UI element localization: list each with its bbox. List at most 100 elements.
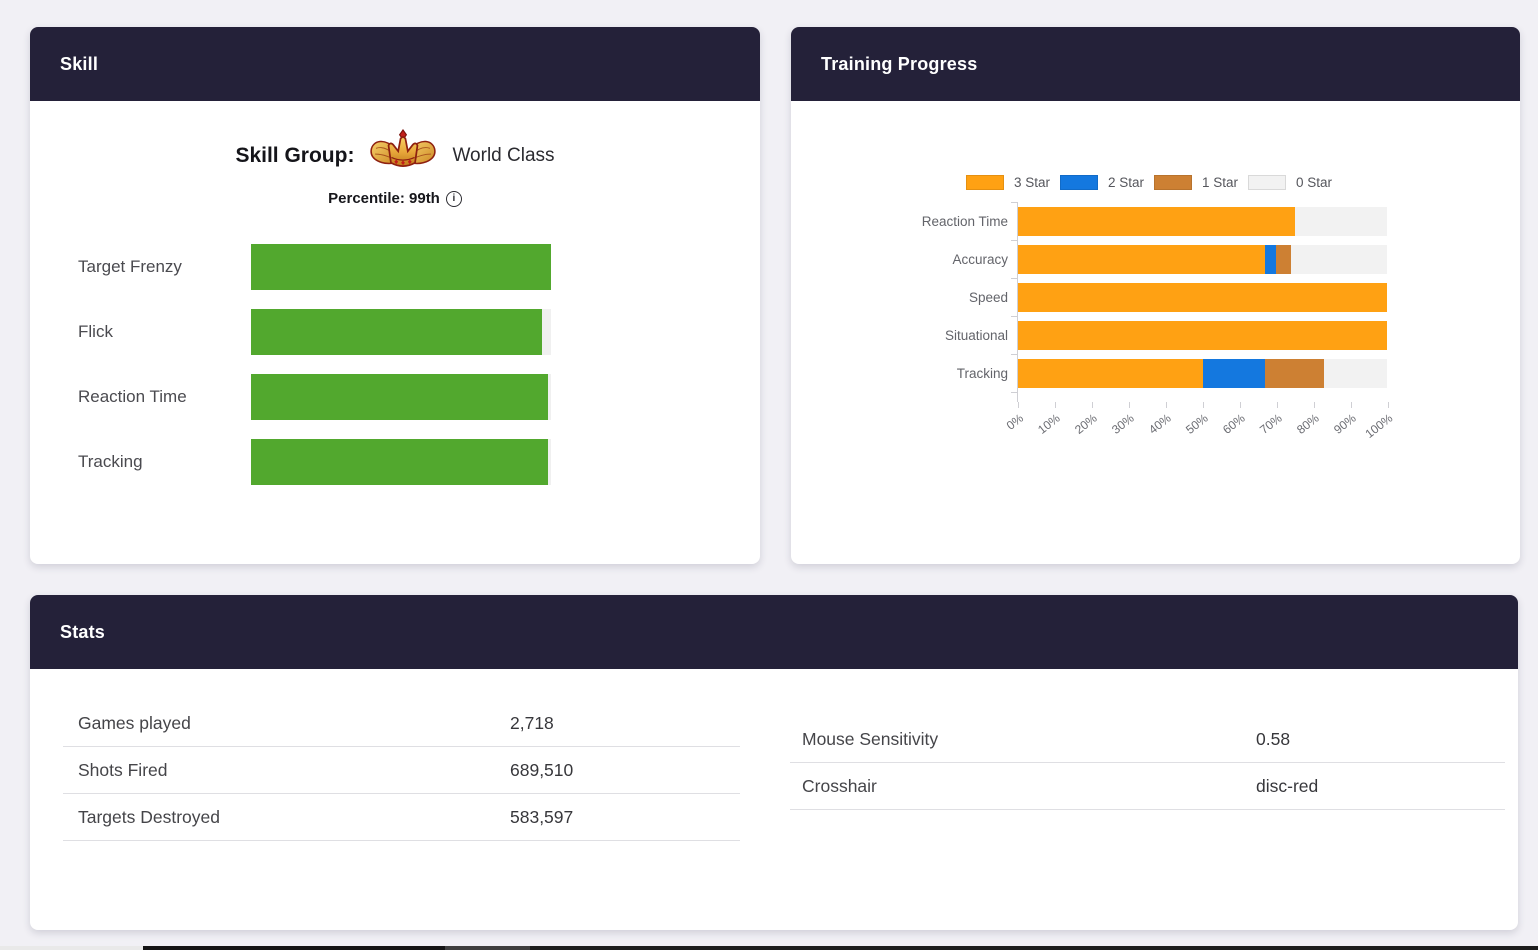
bar-segment-3-star xyxy=(1018,207,1295,236)
skill-bar-label: Target Frenzy xyxy=(78,257,182,276)
stats-row-value: 689,510 xyxy=(510,759,574,780)
y-axis-tick xyxy=(1011,392,1018,393)
x-axis-tick-label: 20% xyxy=(1072,411,1100,437)
bar-segment-3-star xyxy=(1018,359,1203,388)
stats-row-label: Games played xyxy=(78,712,191,733)
skill-bar-fill xyxy=(251,309,542,355)
percentile-row: Percentile: 99th i xyxy=(30,190,760,207)
skill-group-row: Skill Group: xyxy=(30,129,760,183)
skill-bars: Target Frenzy Flick Reaction Time Tracking xyxy=(30,244,760,485)
x-axis-tick-label: 70% xyxy=(1257,411,1285,437)
x-axis-tick xyxy=(1166,402,1167,408)
skill-bar-fill xyxy=(251,374,548,420)
training-card-header: Training Progress xyxy=(791,27,1520,101)
skill-card-body: Skill Group: xyxy=(30,129,760,485)
stats-row-value: 583,597 xyxy=(510,806,574,827)
skill-group-label: Skill Group: xyxy=(235,144,355,167)
bar-segment-0-star xyxy=(1294,207,1387,236)
legend-swatch-icon xyxy=(1248,175,1287,190)
training-progress-chart: 3 Star 2 Star 1 Star 0 Star Reaction Time Ac… xyxy=(910,175,1396,442)
chart-row-label: Tracking xyxy=(956,366,1008,381)
legend-swatch-icon xyxy=(1154,175,1192,190)
stats-row-value: disc-red xyxy=(1256,775,1319,796)
chart-row xyxy=(1018,207,1387,236)
stats-row: Mouse Sensitivity 0.58 xyxy=(790,716,1505,763)
chart-row xyxy=(1018,359,1387,388)
y-axis-tick xyxy=(1011,240,1018,241)
skill-bar-row: Reaction Time xyxy=(30,374,760,420)
skill-bar-label: Flick xyxy=(78,322,113,341)
stats-card-header: Stats xyxy=(30,595,1518,669)
stats-row-label: Mouse Sensitivity xyxy=(802,728,939,749)
bar-segment-2-star xyxy=(1202,359,1266,388)
x-axis-tick-label: 30% xyxy=(1109,411,1137,437)
stats-table-right: Mouse Sensitivity 0.58 Crosshair disc-red xyxy=(790,716,1505,841)
chart-row xyxy=(1018,245,1387,274)
stats-row: Shots Fired 689,510 xyxy=(63,747,740,794)
chart-legend: 3 Star 2 Star 1 Star 0 Star xyxy=(910,175,1388,190)
x-axis-tick-label: 60% xyxy=(1220,411,1248,437)
stats-row-label: Crosshair xyxy=(802,775,877,796)
x-axis-tick xyxy=(1018,402,1019,408)
x-axis-tick-label: 0% xyxy=(1003,411,1026,433)
y-axis-tick xyxy=(1011,354,1018,355)
skill-card: Skill Skill Group: xyxy=(30,27,760,564)
percentile-label: Percentile: 99th xyxy=(328,190,440,207)
skill-bar-track xyxy=(251,309,551,355)
skill-card-header: Skill xyxy=(30,27,760,101)
stats-table-left: Games played 2,718 Shots Fired 689,510 Targe… xyxy=(63,700,740,841)
chart-row xyxy=(1018,321,1387,350)
legend-label: 3 Star xyxy=(1013,175,1050,190)
stats-card-title: Stats xyxy=(60,621,106,642)
background-window-edge-segment xyxy=(0,946,143,950)
x-axis-tick xyxy=(1129,402,1130,408)
legend-item-0-star[interactable]: 0 Star xyxy=(1248,175,1332,190)
legend-label: 0 Star xyxy=(1296,175,1333,190)
x-axis-tick xyxy=(1055,402,1056,408)
skill-bar-row: Target Frenzy xyxy=(30,244,760,290)
legend-item-1-star[interactable]: 1 Star xyxy=(1154,175,1238,190)
chart-plot-area: Reaction Time Accuracy Speed Situational Tra… xyxy=(910,202,1389,408)
x-axis-tick-label: 40% xyxy=(1146,411,1174,437)
x-axis-tick-label: 10% xyxy=(1035,411,1063,437)
background-window-edge-segment xyxy=(143,946,445,950)
chart-row xyxy=(1018,283,1387,312)
x-axis-tick xyxy=(1388,402,1389,408)
x-axis-tick-label: 90% xyxy=(1331,411,1359,437)
skill-bar-track xyxy=(251,244,551,290)
bar-segment-3-star xyxy=(1018,283,1387,312)
chart-row-labels: Reaction Time Accuracy Speed Situational Tra… xyxy=(910,202,1017,402)
skill-bar-track xyxy=(251,439,551,485)
skill-bar-track xyxy=(251,374,551,420)
stats-row: Games played 2,718 xyxy=(63,700,740,747)
background-window-edge-segment xyxy=(530,946,1538,950)
y-axis-tick xyxy=(1011,278,1018,279)
chart-row-label: Speed xyxy=(968,290,1008,305)
x-axis-tick-label: 100% xyxy=(1362,411,1396,441)
legend-swatch-icon xyxy=(965,175,1004,190)
stats-row-label: Shots Fired xyxy=(78,759,168,780)
skill-bar-row: Tracking xyxy=(30,439,760,485)
x-axis-tick xyxy=(1203,402,1204,408)
skill-bar-fill xyxy=(251,244,551,290)
legend-item-2-star[interactable]: 2 Star xyxy=(1059,175,1144,190)
background-window-edge-segment xyxy=(445,946,530,950)
y-axis-tick xyxy=(1011,202,1018,203)
stats-row: Targets Destroyed 583,597 xyxy=(63,794,740,841)
y-axis-tick xyxy=(1011,316,1018,317)
chart-x-axis-labels: 0% 10% 20% 30% 40% 50% 60% 70% 80% 90% 100% xyxy=(1003,402,1395,442)
x-axis-tick xyxy=(1351,402,1352,408)
legend-item-3-star[interactable]: 3 Star xyxy=(965,175,1050,190)
legend-swatch-icon xyxy=(1059,175,1098,190)
training-card-title: Training Progress xyxy=(821,53,978,74)
stats-row-label: Targets Destroyed xyxy=(78,806,221,827)
x-axis-tick xyxy=(1277,402,1278,408)
skill-card-title: Skill xyxy=(60,53,99,74)
chart-plot xyxy=(1011,202,1389,408)
skill-bar-row: Flick xyxy=(30,309,760,355)
info-circle-icon[interactable]: i xyxy=(445,190,462,207)
bar-segment-1-star xyxy=(1265,359,1325,388)
training-progress-card: Training Progress 3 Star 2 Star 1 Star 0 St… xyxy=(791,27,1520,564)
stats-row: Crosshair disc-red xyxy=(790,763,1505,810)
